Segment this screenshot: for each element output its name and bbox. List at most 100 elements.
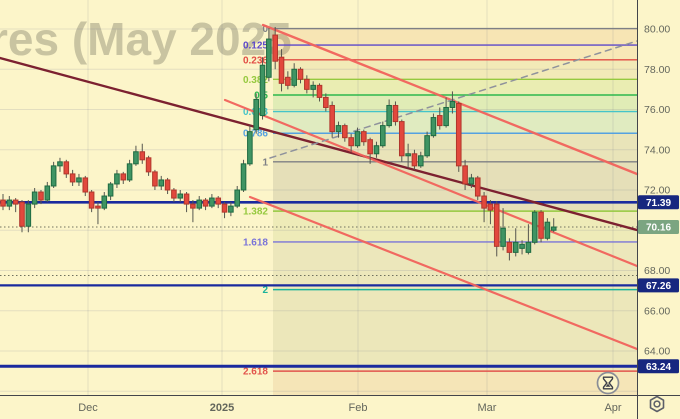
fib-level-label: 0: [262, 24, 268, 35]
candle: [348, 137, 354, 147]
fib-level-label: 0.786: [243, 129, 268, 140]
candle: [190, 203, 196, 209]
fib-level-label: 2.618: [243, 367, 268, 378]
candle: [12, 199, 19, 205]
candle: [361, 131, 367, 143]
price-axis-label: 76.00: [644, 104, 670, 116]
price-axis-label: 66.00: [644, 305, 670, 317]
candle: [158, 179, 165, 187]
fib-level-label: 2: [262, 285, 268, 296]
candle: [342, 125, 348, 139]
trendline-maroon[interactable]: [0, 56, 639, 232]
candle: [506, 241, 513, 253]
candle: [101, 195, 108, 209]
fib-band: [273, 111, 637, 134]
candle: [272, 34, 278, 62]
candle: [380, 125, 386, 147]
candle: [31, 191, 38, 205]
candle: [525, 241, 532, 253]
candle: [209, 197, 215, 207]
candle: [171, 189, 177, 199]
candle: [240, 163, 247, 191]
fib-level-label: 0.236: [243, 55, 268, 66]
channel-red-middle[interactable]: [223, 98, 639, 268]
candle: [430, 117, 437, 137]
fib-band: [273, 79, 637, 96]
candle: [38, 191, 44, 201]
channel-red-upper[interactable]: [261, 23, 639, 176]
fib-level-label: 0.382: [243, 75, 268, 86]
price-axis-label: 72.00: [644, 185, 670, 197]
candle: [278, 56, 285, 84]
candle: [417, 155, 424, 167]
time-axis-label[interactable]: Feb: [349, 402, 368, 414]
candle: [95, 205, 101, 209]
candle: [405, 153, 411, 157]
candle: [50, 165, 57, 187]
candle: [474, 177, 481, 197]
candle: [367, 139, 373, 155]
candle: [392, 104, 399, 123]
candle: [544, 221, 551, 239]
fib-band: [273, 161, 637, 212]
candle: [487, 203, 494, 211]
candle: [285, 76, 291, 86]
candle: [493, 203, 500, 247]
candle: [57, 161, 63, 167]
time-axis-label[interactable]: 2025: [210, 402, 234, 414]
trendline-dashed-gray[interactable]: [269, 40, 638, 159]
time-axis-label[interactable]: Apr: [604, 402, 621, 414]
price-badge: [638, 220, 679, 235]
price-badge: [638, 278, 679, 293]
candle: [196, 199, 203, 209]
price-badge-label: 70.16: [646, 223, 671, 234]
candle: [531, 211, 538, 243]
fib-band: [273, 289, 637, 372]
fib-level-label: 1: [262, 157, 268, 168]
candle: [215, 197, 222, 205]
candle: [253, 98, 259, 131]
candle: [481, 195, 487, 209]
candle: [304, 78, 310, 90]
candle: [228, 205, 234, 213]
candle: [266, 38, 272, 78]
candle: [107, 183, 114, 197]
candle: [152, 171, 158, 187]
price-axis-label: 80.00: [644, 24, 670, 36]
price-axis-label: 74.00: [644, 144, 670, 156]
candle: [221, 203, 228, 213]
candle: [76, 177, 82, 183]
candle: [411, 153, 418, 167]
time-axis-label[interactable]: Dec: [78, 402, 98, 414]
candle: [354, 131, 361, 147]
candle: [82, 177, 89, 193]
candle: [316, 84, 323, 98]
channel-red-lower[interactable]: [248, 195, 639, 351]
candle: [398, 121, 405, 157]
candle: [538, 211, 544, 239]
fib-level-label: 0.125: [243, 41, 268, 52]
candle: [69, 173, 76, 183]
candle: [373, 145, 380, 155]
candle: [323, 96, 329, 108]
candle: [297, 68, 304, 80]
candle: [19, 201, 25, 227]
candle: [6, 199, 13, 207]
candle: [550, 226, 557, 231]
candle: [512, 241, 519, 253]
fib-band: [273, 241, 637, 290]
candle: [247, 131, 253, 165]
candle: [44, 185, 51, 201]
price-badge: [638, 359, 679, 374]
candle: [310, 84, 316, 90]
candle: [335, 125, 342, 133]
time-axis-label[interactable]: Mar: [478, 402, 497, 414]
candle: [500, 227, 506, 247]
candle: [386, 104, 392, 127]
price-badge-label: 63.24: [646, 362, 671, 373]
candle: [139, 151, 146, 161]
fib-band: [273, 211, 637, 242]
candle: [0, 199, 6, 207]
